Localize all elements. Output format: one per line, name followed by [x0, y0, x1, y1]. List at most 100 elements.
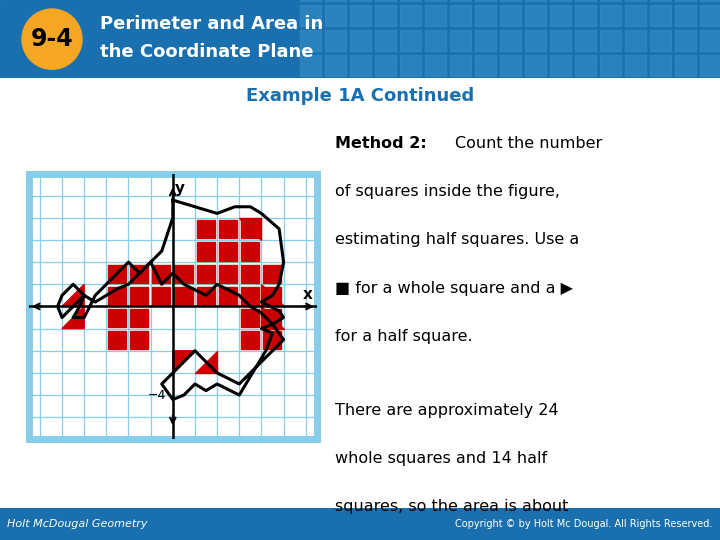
Bar: [375, 30, 396, 51]
Bar: [219, 220, 237, 239]
Bar: [575, 5, 596, 26]
Bar: [450, 55, 471, 76]
Text: Count the number: Count the number: [455, 136, 602, 151]
Bar: [525, 55, 546, 76]
Bar: [400, 30, 421, 51]
Bar: [550, 30, 571, 51]
Bar: [650, 0, 671, 1]
Bar: [575, 30, 596, 51]
Text: There are approximately 24: There are approximately 24: [336, 403, 559, 417]
Bar: [500, 0, 521, 1]
Text: for a half square.: for a half square.: [336, 329, 473, 343]
Bar: [525, 30, 546, 51]
Bar: [475, 5, 496, 26]
Text: Example 1A Continued: Example 1A Continued: [246, 87, 474, 105]
Bar: [425, 0, 446, 1]
Bar: [108, 331, 126, 349]
Bar: [375, 55, 396, 76]
Bar: [500, 30, 521, 51]
Polygon shape: [62, 284, 84, 307]
Bar: [500, 55, 521, 76]
Bar: [130, 265, 148, 283]
Bar: [550, 55, 571, 76]
Text: ■ for a whole square and a ▶: ■ for a whole square and a ▶: [336, 281, 573, 295]
Bar: [450, 30, 471, 51]
Bar: [350, 55, 371, 76]
Bar: [475, 30, 496, 51]
Bar: [174, 265, 192, 283]
Bar: [500, 5, 521, 26]
Polygon shape: [261, 284, 284, 307]
Bar: [300, 55, 321, 76]
Bar: [450, 5, 471, 26]
Bar: [108, 309, 126, 327]
Polygon shape: [195, 351, 217, 373]
Text: of squares inside the figure,: of squares inside the figure,: [336, 184, 560, 199]
Bar: [240, 331, 259, 349]
Bar: [400, 55, 421, 76]
Text: Method 2:: Method 2:: [336, 136, 427, 151]
Bar: [240, 309, 259, 327]
Bar: [325, 30, 346, 51]
Bar: [600, 55, 621, 76]
Polygon shape: [239, 218, 261, 240]
Text: the Coordinate Plane: the Coordinate Plane: [100, 43, 313, 61]
Bar: [625, 0, 646, 1]
Bar: [152, 265, 171, 283]
Bar: [625, 30, 646, 51]
Text: x: x: [303, 287, 313, 302]
Bar: [700, 55, 720, 76]
Bar: [219, 265, 237, 283]
Bar: [263, 331, 281, 349]
Bar: [300, 30, 321, 51]
Text: whole squares and 14 half: whole squares and 14 half: [336, 451, 547, 465]
Bar: [240, 287, 259, 305]
Bar: [152, 287, 171, 305]
Bar: [300, 0, 321, 1]
Bar: [197, 220, 215, 239]
Bar: [675, 0, 696, 1]
Bar: [600, 0, 621, 1]
Bar: [350, 0, 371, 1]
Polygon shape: [173, 351, 195, 373]
Bar: [130, 331, 148, 349]
Bar: [197, 287, 215, 305]
Bar: [525, 0, 546, 1]
Bar: [400, 5, 421, 26]
Text: Holt McDougal Geometry: Holt McDougal Geometry: [7, 519, 148, 529]
Bar: [700, 5, 720, 26]
Bar: [650, 55, 671, 76]
Bar: [575, 0, 596, 1]
Bar: [219, 287, 237, 305]
Text: 9-4: 9-4: [31, 27, 73, 51]
Bar: [675, 30, 696, 51]
Polygon shape: [62, 307, 84, 329]
Bar: [650, 30, 671, 51]
Bar: [525, 5, 546, 26]
Bar: [650, 5, 671, 26]
Bar: [325, 55, 346, 76]
Bar: [197, 242, 215, 261]
Bar: [240, 265, 259, 283]
Bar: [108, 265, 126, 283]
Bar: [625, 5, 646, 26]
Text: squares, so the area is about: squares, so the area is about: [336, 499, 569, 514]
Bar: [450, 0, 471, 1]
Bar: [350, 5, 371, 26]
Text: y: y: [174, 181, 184, 197]
Bar: [425, 30, 446, 51]
Bar: [575, 55, 596, 76]
Bar: [240, 242, 259, 261]
Bar: [263, 265, 281, 283]
Bar: [425, 55, 446, 76]
Bar: [375, 5, 396, 26]
Bar: [675, 5, 696, 26]
Bar: [400, 0, 421, 1]
Polygon shape: [261, 307, 284, 329]
Bar: [675, 55, 696, 76]
Bar: [550, 5, 571, 26]
Bar: [219, 242, 237, 261]
Bar: [263, 309, 281, 327]
Bar: [475, 55, 496, 76]
Bar: [263, 287, 281, 305]
